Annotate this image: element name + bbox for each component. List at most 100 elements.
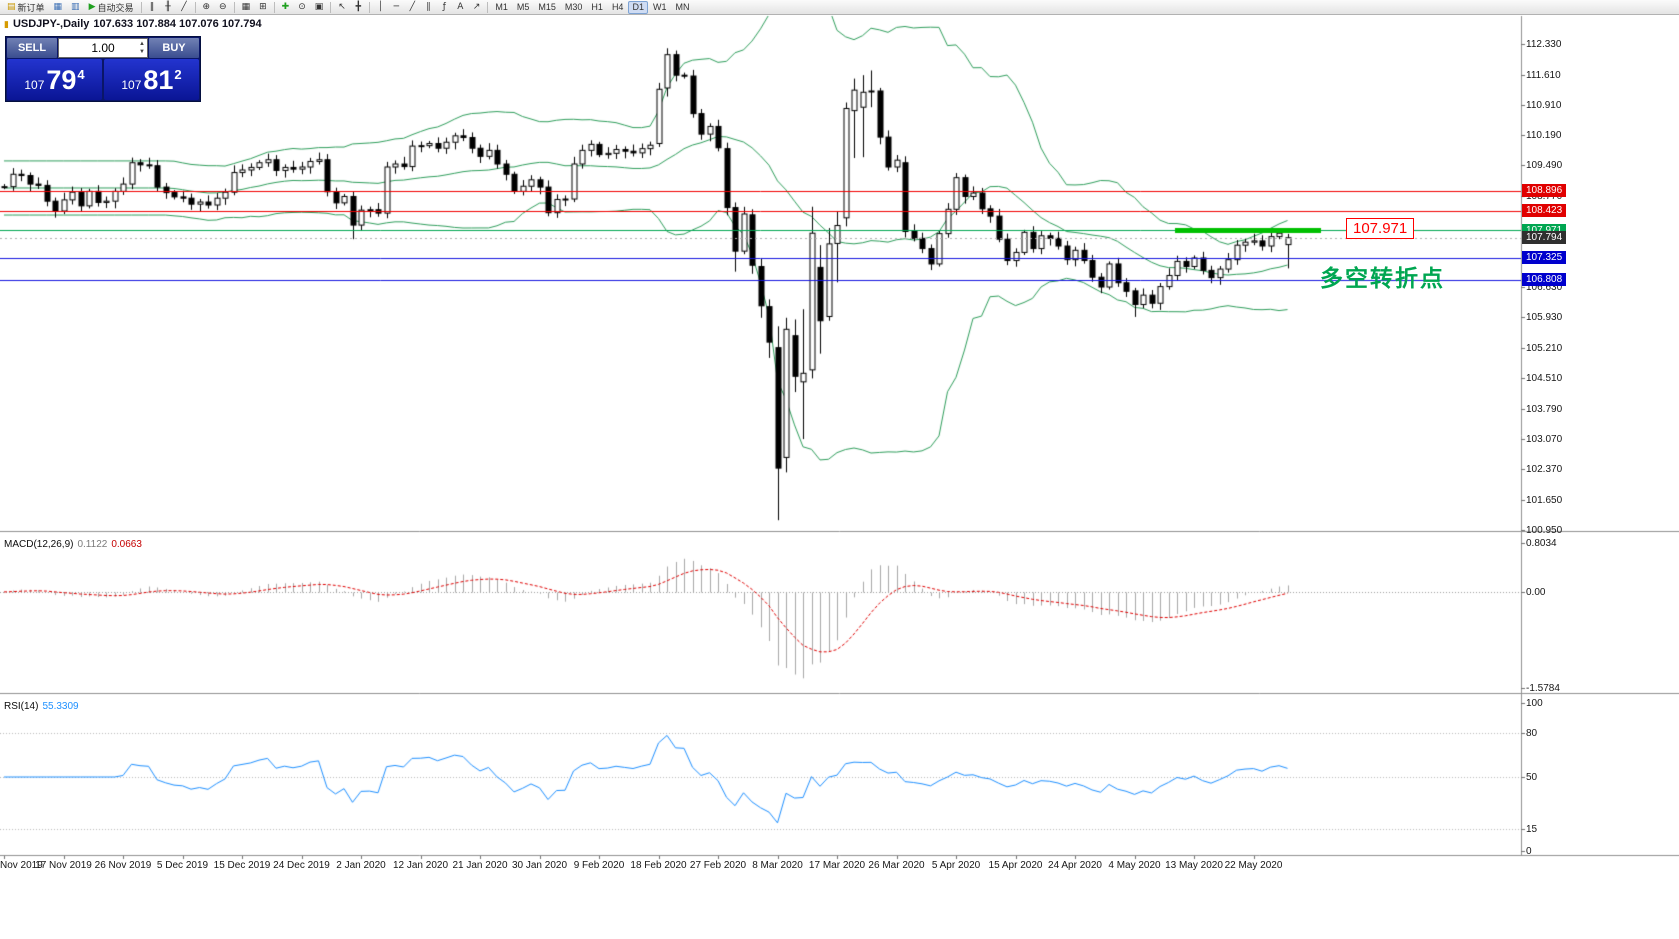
vertical-line-icon: │	[377, 1, 384, 12]
time-axis-label: 17 Mar 2020	[808, 860, 866, 871]
timeframe-h1-button-label: H1	[591, 2, 603, 12]
volume-down-button[interactable]: ▼	[139, 49, 145, 55]
time-axis-label: 27 Feb 2020	[689, 860, 747, 871]
time-axis-label: 5 Dec 2019	[156, 860, 209, 871]
crosshair-button[interactable]: ╋	[351, 1, 366, 14]
timeframe-m1-button[interactable]: M1	[491, 1, 512, 14]
toolbar-separator	[368, 1, 370, 13]
sell-price-button[interactable]: 107 79 4	[7, 59, 102, 100]
tile-windows-button[interactable]: ▦	[238, 1, 255, 14]
time-axis-label: 15 Dec 2019	[213, 860, 271, 871]
timeframe-m1-button-label: M1	[495, 2, 508, 12]
price-tick-label: 110.190	[1526, 130, 1562, 142]
time-axis-label: 22 May 2020	[1224, 860, 1283, 871]
macd-signal-value: 0.0663	[111, 539, 142, 550]
buy-button[interactable]: BUY	[149, 38, 199, 58]
line-chart-button[interactable]: ╱	[177, 1, 192, 14]
rsi-scale-label: 100	[1526, 698, 1543, 709]
time-axis-label: 13 May 2020	[1165, 860, 1223, 871]
buy-price-pips: 81	[143, 65, 174, 95]
timeframe-mn-button[interactable]: MN	[671, 1, 693, 14]
new-order-icon: ▤	[7, 1, 16, 12]
price-tick-label: 104.510	[1526, 372, 1563, 384]
price-tick-label: 100.950	[1526, 525, 1563, 537]
grid-button[interactable]: ⊞	[255, 1, 271, 14]
timeframe-h4-button[interactable]: H4	[608, 1, 628, 14]
time-axis-label: Nov 2019	[0, 860, 43, 871]
timeframe-d1-button-label: D1	[632, 2, 644, 12]
arrows-button[interactable]: ↗	[469, 1, 485, 14]
timeframe-m5-button[interactable]: M5	[513, 1, 534, 14]
time-axis-label: 24 Apr 2020	[1048, 860, 1102, 871]
volume-input[interactable]	[68, 41, 138, 55]
bar-chart-button[interactable]: ‖	[145, 1, 160, 14]
timeframe-d1-button[interactable]: D1	[628, 0, 648, 14]
timeframe-h4-button-label: H4	[611, 2, 624, 12]
trendline-button[interactable]: ╱	[405, 1, 420, 14]
templates-button[interactable]: ▣	[311, 1, 328, 14]
price-callout[interactable]: 107.971	[1346, 218, 1415, 239]
volume-up-button[interactable]: ▲	[139, 41, 145, 47]
turning-point-annotation[interactable]: 多空转折点	[1320, 265, 1445, 291]
volume-stepper: ▲ ▼	[139, 40, 145, 56]
charts-menu-button[interactable]: ▦	[50, 1, 67, 14]
resistance-line-1-tag[interactable]: 108.896	[1522, 184, 1567, 198]
time-axis-label: 2 Jan 2020	[336, 860, 386, 871]
zoom-out-button[interactable]: ⊖	[215, 1, 231, 14]
indicators-icon: ✚	[281, 1, 290, 12]
symbol-name: USDJPY-,Daily	[12, 18, 90, 30]
support-line-1-tag[interactable]: 107.325	[1522, 251, 1567, 265]
grid-icon: ⊞	[259, 1, 267, 12]
periods-button[interactable]: ⊙	[294, 1, 310, 14]
vertical-line-button[interactable]: │	[373, 1, 388, 14]
sell-price-pips: 79	[46, 65, 77, 95]
macd-name: MACD(12,26,9)	[4, 539, 74, 550]
fibonacci-button[interactable]: ƒ	[437, 1, 452, 14]
timeframe-m15-button-label: M15	[538, 2, 556, 12]
time-axis-label: 21 Jan 2020	[452, 860, 508, 871]
macd-main-value: 0.1122	[77, 539, 108, 550]
bid-price-line-tag[interactable]: 107.794	[1522, 231, 1567, 245]
time-axis-label: 15 Apr 2020	[988, 860, 1043, 871]
cursor-button[interactable]: ↖	[334, 1, 350, 14]
rsi-scale-label: 0	[1526, 846, 1532, 857]
volume-box: ▲ ▼	[58, 38, 148, 58]
profiles-button[interactable]: ▥	[67, 1, 84, 14]
new-order-button[interactable]: ▤ 新订单	[3, 1, 49, 14]
text-button[interactable]: A	[453, 1, 468, 14]
zoom-in-button[interactable]: ⊕	[199, 1, 215, 14]
macd-scale-label: -1.5784	[1526, 683, 1560, 694]
buy-price-button[interactable]: 107 81 2	[104, 59, 199, 100]
text-icon: A	[457, 1, 464, 12]
timeframe-m30-button[interactable]: M30	[561, 1, 587, 14]
horizontal-line-button[interactable]: ─	[389, 1, 404, 14]
timeframe-h1-button[interactable]: H1	[587, 1, 607, 14]
price-tick-label: 109.490	[1526, 160, 1563, 172]
timeframe-w1-button[interactable]: W1	[649, 1, 671, 14]
price-tick-label: 110.910	[1526, 99, 1562, 111]
price-tick-label: 105.210	[1526, 343, 1563, 355]
price-tick-label: 103.070	[1526, 434, 1563, 446]
toolbar-separator	[194, 1, 196, 13]
sell-price-point: 4	[77, 67, 85, 82]
channel-button[interactable]: ∥	[421, 1, 436, 14]
sell-button[interactable]: SELL	[7, 38, 57, 58]
candlestick-chart-button[interactable]: ╫	[161, 1, 176, 14]
support-line-2-tag[interactable]: 106.808	[1522, 273, 1567, 287]
resistance-line-2-tag[interactable]: 108.423	[1522, 204, 1567, 218]
indicators-button[interactable]: ✚	[278, 1, 294, 14]
auto-trading-button[interactable]: ▶ 自动交易	[85, 1, 138, 14]
timeframe-m5-button-label: M5	[516, 2, 530, 12]
rsi-scale-label: 15	[1526, 823, 1538, 835]
zoom-in-icon: ⊕	[202, 1, 211, 12]
rsi-scale-label: 50	[1526, 772, 1538, 783]
time-axis-label: 26 Nov 2019	[94, 860, 152, 871]
horizontal-line-icon: ─	[393, 1, 400, 12]
auto-trading-button-label: 自动交易	[97, 2, 134, 13]
new-order-button-label: 新订单	[17, 2, 45, 13]
buy-price-handle: 107	[121, 78, 142, 92]
auto-trading-icon: ▶	[88, 1, 96, 12]
arrows-icon: ↗	[472, 1, 481, 12]
timeframe-m15-button[interactable]: M15	[534, 1, 560, 14]
